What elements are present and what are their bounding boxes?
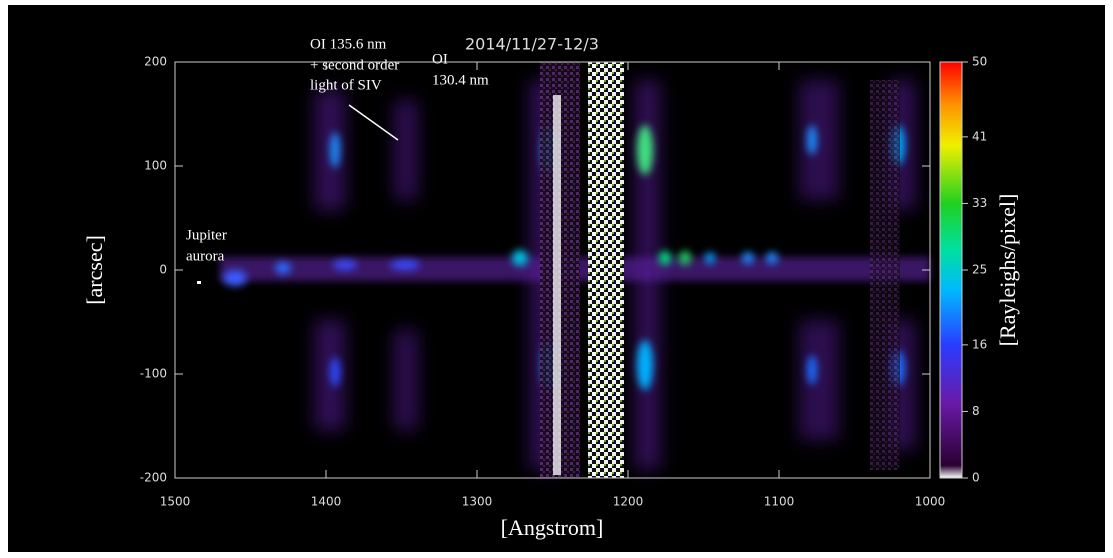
annotation: OI <box>432 51 448 67</box>
x-tick-label: 1000 <box>915 495 946 509</box>
annotation: 130.4 nm <box>432 72 489 88</box>
x-tick-label: 1300 <box>462 495 493 509</box>
colorbar-tick-label: 50 <box>972 55 987 69</box>
y-tick-label: -100 <box>140 367 167 381</box>
y-tick-label: -200 <box>140 471 167 485</box>
spectral-image <box>197 62 930 478</box>
colorbar-tick-label: 16 <box>972 337 987 351</box>
x-axis-label: [Angstrom] <box>501 515 604 540</box>
colorbar-tick-label: 8 <box>972 404 980 418</box>
annotation: + second order <box>310 57 399 73</box>
annotation: aurora <box>186 248 225 264</box>
annotation: light of SIV <box>310 77 382 93</box>
annotation: OI 135.6 nm <box>310 36 387 52</box>
colorbar-tick-label: 33 <box>972 196 987 210</box>
chart-title: 2014/11/27-12/3 <box>465 35 599 54</box>
x-tick-label: 1200 <box>613 495 644 509</box>
x-tick-label: 1500 <box>160 495 191 509</box>
colorbar-label: [Rayleighs/pixel] <box>995 194 1020 347</box>
y-tick-label: 100 <box>144 159 167 173</box>
colorbar <box>939 61 963 479</box>
colorbar-tick-label: 41 <box>972 129 987 143</box>
annotation: Jupiter <box>186 227 227 243</box>
colorbar-tick-label: 0 <box>972 471 980 485</box>
y-tick-label: 200 <box>144 55 167 69</box>
x-tick-label: 1100 <box>764 495 795 509</box>
x-tick-label: 1400 <box>311 495 342 509</box>
annotation-pointer <box>348 104 399 141</box>
y-axis-label: [arcsec] <box>82 235 107 305</box>
colorbar-tick-label: 25 <box>972 263 987 277</box>
y-tick-label: 0 <box>159 263 167 277</box>
